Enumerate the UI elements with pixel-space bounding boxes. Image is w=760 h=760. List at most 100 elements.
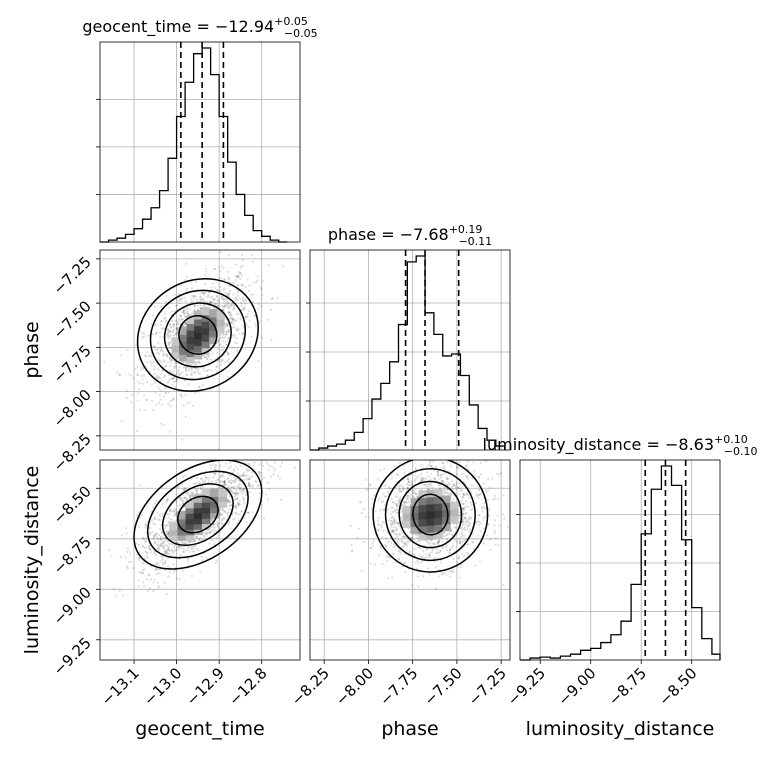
- scatter-point: [207, 294, 210, 297]
- scatter-point: [226, 339, 230, 342]
- scatter-point: [242, 474, 245, 477]
- scatter-point: [194, 295, 197, 298]
- scatter-point: [438, 550, 442, 553]
- scatter-point: [468, 516, 471, 519]
- scatter-point: [463, 534, 466, 537]
- scatter-point: [380, 500, 383, 503]
- scatter-point: [498, 524, 501, 527]
- scatter-point: [136, 380, 139, 383]
- scatter-point: [141, 367, 144, 370]
- scatter-point: [229, 465, 232, 468]
- scatter-point: [164, 561, 167, 564]
- scatter-point: [174, 364, 177, 367]
- scatter-point: [434, 542, 437, 546]
- scatter-point: [235, 506, 238, 509]
- scatter-point: [364, 488, 368, 491]
- scatter-point: [236, 299, 239, 302]
- x-axis-label-phase: phase: [381, 718, 438, 740]
- scatter-point: [126, 567, 129, 570]
- scatter-point: [240, 308, 244, 312]
- scatter-point: [176, 327, 179, 330]
- scatter-point: [206, 529, 209, 532]
- density-cell: [410, 498, 419, 506]
- scatter-point: [444, 468, 447, 471]
- scatter-point: [251, 483, 254, 486]
- scatter-point: [420, 478, 423, 481]
- scatter-point: [175, 379, 178, 382]
- scatter-point: [182, 310, 185, 313]
- scatter-point: [211, 480, 214, 483]
- scatter-point: [159, 320, 163, 323]
- scatter-point: [452, 570, 455, 573]
- scatter-point: [172, 334, 175, 337]
- scatter-point: [234, 480, 237, 483]
- scatter-point: [184, 315, 187, 318]
- scatter-point: [457, 555, 461, 559]
- scatter-point: [157, 347, 160, 350]
- scatter-point: [236, 347, 239, 350]
- scatter-point: [409, 456, 411, 458]
- scatter-point: [164, 365, 167, 368]
- scatter-point: [169, 346, 172, 349]
- scatter-point: [467, 505, 470, 509]
- scatter-point: [177, 545, 180, 549]
- scatter-point: [190, 493, 193, 496]
- scatter-point: [478, 489, 481, 492]
- scatter-point: [462, 518, 465, 521]
- scatter-point: [167, 532, 170, 535]
- scatter-point: [439, 549, 442, 553]
- scatter-point: [459, 513, 462, 517]
- scatter-point: [206, 374, 209, 377]
- scatter-point: [150, 362, 153, 365]
- scatter-point: [153, 542, 156, 545]
- scatter-point: [397, 501, 400, 504]
- scatter-point: [227, 358, 230, 361]
- scatter-point: [206, 357, 209, 360]
- scatter-point: [137, 511, 140, 514]
- scatter-point: [167, 521, 170, 524]
- scatter-point: [257, 484, 260, 487]
- scatter-point: [221, 359, 224, 362]
- scatter-point: [442, 473, 445, 476]
- x-tick-label-luminosity_distance: −8.75: [605, 664, 650, 709]
- scatter-point: [200, 477, 203, 480]
- scatter-point: [246, 470, 249, 473]
- scatter-point: [154, 523, 157, 526]
- scatter-point: [168, 570, 171, 573]
- scatter-point: [477, 476, 480, 479]
- density-cell: [194, 317, 203, 327]
- scatter-point: [159, 544, 162, 548]
- scatter-point: [252, 300, 255, 304]
- scatter-point: [446, 492, 449, 495]
- density-cell: [186, 328, 195, 338]
- scatter-point: [185, 366, 188, 369]
- contour-level-4: [372, 460, 489, 573]
- scatter-point: [165, 539, 168, 542]
- density-cell: [194, 337, 203, 347]
- density-cell: [434, 503, 443, 511]
- scatter-point: [127, 373, 130, 376]
- scatter-point: [227, 480, 230, 483]
- scatter-point: [167, 361, 170, 364]
- scatter-point: [238, 272, 241, 275]
- scatter-point: [188, 540, 192, 543]
- scatter-point: [177, 504, 180, 507]
- scatter-point: [420, 476, 423, 479]
- scatter-point: [186, 546, 190, 550]
- scatter-point: [221, 472, 224, 475]
- scatter-point: [415, 452, 417, 454]
- scatter-point: [153, 346, 156, 349]
- scatter-point: [231, 308, 234, 311]
- scatter-point: [438, 539, 441, 542]
- scatter-point: [248, 319, 251, 322]
- scatter-point: [502, 513, 505, 516]
- density-cell: [177, 516, 187, 525]
- scatter-point: [120, 419, 123, 422]
- scatter-point: [162, 546, 165, 549]
- scatter-point: [411, 584, 414, 587]
- density-cell: [450, 508, 459, 517]
- scatter-point: [235, 337, 238, 340]
- scatter-point: [496, 514, 499, 517]
- scatter-point: [238, 486, 241, 489]
- scatter-point: [142, 537, 145, 540]
